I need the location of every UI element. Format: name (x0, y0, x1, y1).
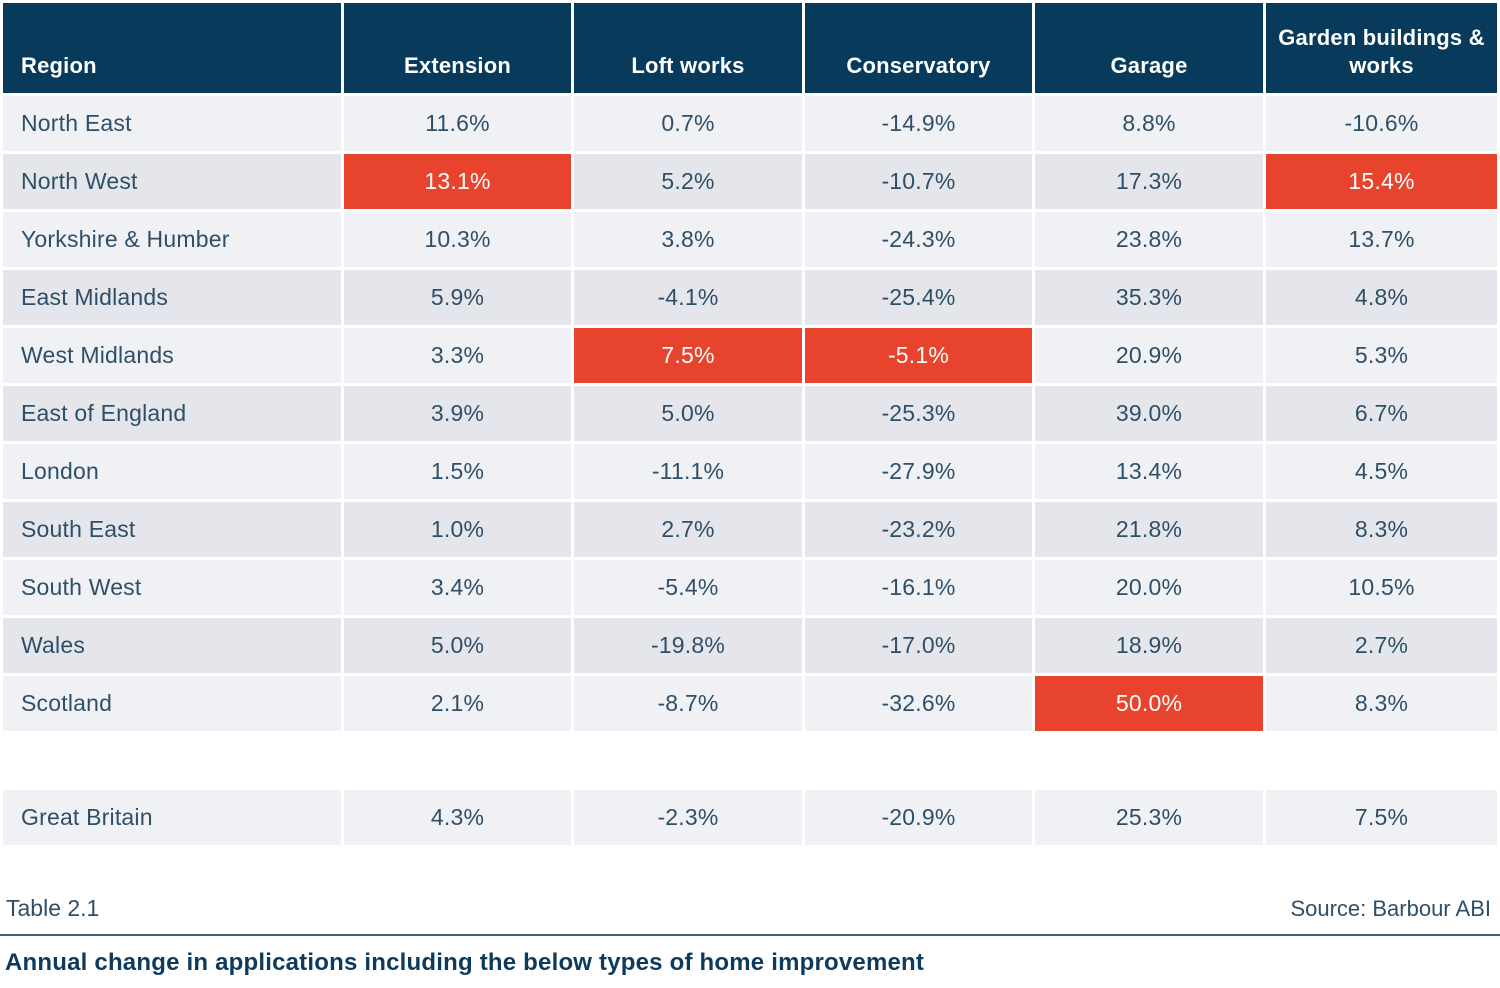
column-header-region: Region (3, 3, 341, 93)
column-header-garage: Garage (1035, 3, 1263, 93)
value-cell: 10.3% (344, 212, 571, 267)
value-cell: 2.1% (344, 676, 571, 731)
region-cell: Scotland (3, 676, 341, 731)
value-cell: 0.7% (574, 96, 802, 151)
value-cell: -25.3% (805, 386, 1032, 441)
value-cell: -25.4% (805, 270, 1032, 325)
column-header-loft-works: Loft works (574, 3, 802, 93)
region-cell: West Midlands (3, 328, 341, 383)
value-cell: -32.6% (805, 676, 1032, 731)
region-cell: Yorkshire & Humber (3, 212, 341, 267)
value-cell: 20.0% (1035, 560, 1263, 615)
value-cell: 6.7% (1266, 386, 1497, 441)
value-cell: -14.9% (805, 96, 1032, 151)
value-cell: -8.7% (574, 676, 802, 731)
value-cell: 8.3% (1266, 502, 1497, 557)
table-gap (3, 734, 1497, 790)
source-label: Source: Barbour ABI (1290, 896, 1491, 921)
value-cell: 35.3% (1035, 270, 1263, 325)
value-cell: 7.5% (574, 328, 802, 383)
value-cell: 13.1% (344, 154, 571, 209)
table-caption: Annual change in applications including … (5, 949, 925, 976)
table-row: East of England 3.9% 5.0% -25.3% 39.0% 6… (3, 386, 1497, 441)
value-cell: 11.6% (344, 96, 571, 151)
table-row: North East 11.6% 0.7% -14.9% 8.8% -10.6% (3, 96, 1497, 151)
value-cell: -10.6% (1266, 96, 1497, 151)
home-improvement-table: Region Extension Loft works Conservatory… (3, 3, 1497, 845)
value-cell: 13.7% (1266, 212, 1497, 267)
value-cell: 2.7% (574, 502, 802, 557)
region-cell: London (3, 444, 341, 499)
value-cell: 50.0% (1035, 676, 1263, 731)
value-cell: 21.8% (1035, 502, 1263, 557)
value-cell: 15.4% (1266, 154, 1497, 209)
column-header-garden-buildings: Garden buildings & works (1266, 3, 1497, 93)
value-cell: 25.3% (1035, 790, 1263, 845)
value-cell: 5.0% (344, 618, 571, 673)
value-cell: 2.7% (1266, 618, 1497, 673)
divider-line (0, 934, 1500, 936)
region-cell: South East (3, 502, 341, 557)
value-cell: -27.9% (805, 444, 1032, 499)
value-cell: 18.9% (1035, 618, 1263, 673)
region-cell: North East (3, 96, 341, 151)
value-cell: -11.1% (574, 444, 802, 499)
region-cell: East of England (3, 386, 341, 441)
value-cell: 1.5% (344, 444, 571, 499)
table-row: London 1.5% -11.1% -27.9% 13.4% 4.5% (3, 444, 1497, 499)
value-cell: 3.4% (344, 560, 571, 615)
region-cell: Wales (3, 618, 341, 673)
table-label: Table 2.1 (6, 895, 100, 921)
value-cell: 3.8% (574, 212, 802, 267)
value-cell: 5.0% (574, 386, 802, 441)
value-cell: -24.3% (805, 212, 1032, 267)
table-row: Scotland 2.1% -8.7% -32.6% 50.0% 8.3% (3, 676, 1497, 731)
value-cell: 1.0% (344, 502, 571, 557)
column-header-conservatory: Conservatory (805, 3, 1032, 93)
value-cell: 10.5% (1266, 560, 1497, 615)
region-cell: North West (3, 154, 341, 209)
summary-row: Great Britain 4.3% -2.3% -20.9% 25.3% 7.… (3, 790, 1497, 845)
value-cell: 8.3% (1266, 676, 1497, 731)
value-cell: -23.2% (805, 502, 1032, 557)
table-row: North West 13.1% 5.2% -10.7% 17.3% 15.4% (3, 154, 1497, 209)
table-row: South East 1.0% 2.7% -23.2% 21.8% 8.3% (3, 502, 1497, 557)
value-cell: 5.2% (574, 154, 802, 209)
value-cell: 8.8% (1035, 96, 1263, 151)
value-cell: -20.9% (805, 790, 1032, 845)
value-cell: -4.1% (574, 270, 802, 325)
value-cell: -17.0% (805, 618, 1032, 673)
value-cell: 20.9% (1035, 328, 1263, 383)
value-cell: 13.4% (1035, 444, 1263, 499)
region-cell: South West (3, 560, 341, 615)
table-row: Yorkshire & Humber 10.3% 3.8% -24.3% 23.… (3, 212, 1497, 267)
table-footer: Table 2.1 Source: Barbour ABI (0, 895, 1500, 922)
value-cell: 5.9% (344, 270, 571, 325)
value-cell: 23.8% (1035, 212, 1263, 267)
table-row: Wales 5.0% -19.8% -17.0% 18.9% 2.7% (3, 618, 1497, 673)
value-cell: -5.1% (805, 328, 1032, 383)
value-cell: 5.3% (1266, 328, 1497, 383)
table-row: West Midlands 3.3% 7.5% -5.1% 20.9% 5.3% (3, 328, 1497, 383)
value-cell: 4.5% (1266, 444, 1497, 499)
value-cell: -2.3% (574, 790, 802, 845)
value-cell: -16.1% (805, 560, 1032, 615)
value-cell: 7.5% (1266, 790, 1497, 845)
table-header-row: Region Extension Loft works Conservatory… (3, 3, 1497, 93)
value-cell: 4.8% (1266, 270, 1497, 325)
region-cell: East Midlands (3, 270, 341, 325)
value-cell: -19.8% (574, 618, 802, 673)
table-row: East Midlands 5.9% -4.1% -25.4% 35.3% 4.… (3, 270, 1497, 325)
region-cell: Great Britain (3, 790, 341, 845)
value-cell: 3.9% (344, 386, 571, 441)
value-cell: -10.7% (805, 154, 1032, 209)
value-cell: 4.3% (344, 790, 571, 845)
value-cell: 3.3% (344, 328, 571, 383)
column-header-extension: Extension (344, 3, 571, 93)
value-cell: 39.0% (1035, 386, 1263, 441)
value-cell: 17.3% (1035, 154, 1263, 209)
table-row: South West 3.4% -5.4% -16.1% 20.0% 10.5% (3, 560, 1497, 615)
value-cell: -5.4% (574, 560, 802, 615)
